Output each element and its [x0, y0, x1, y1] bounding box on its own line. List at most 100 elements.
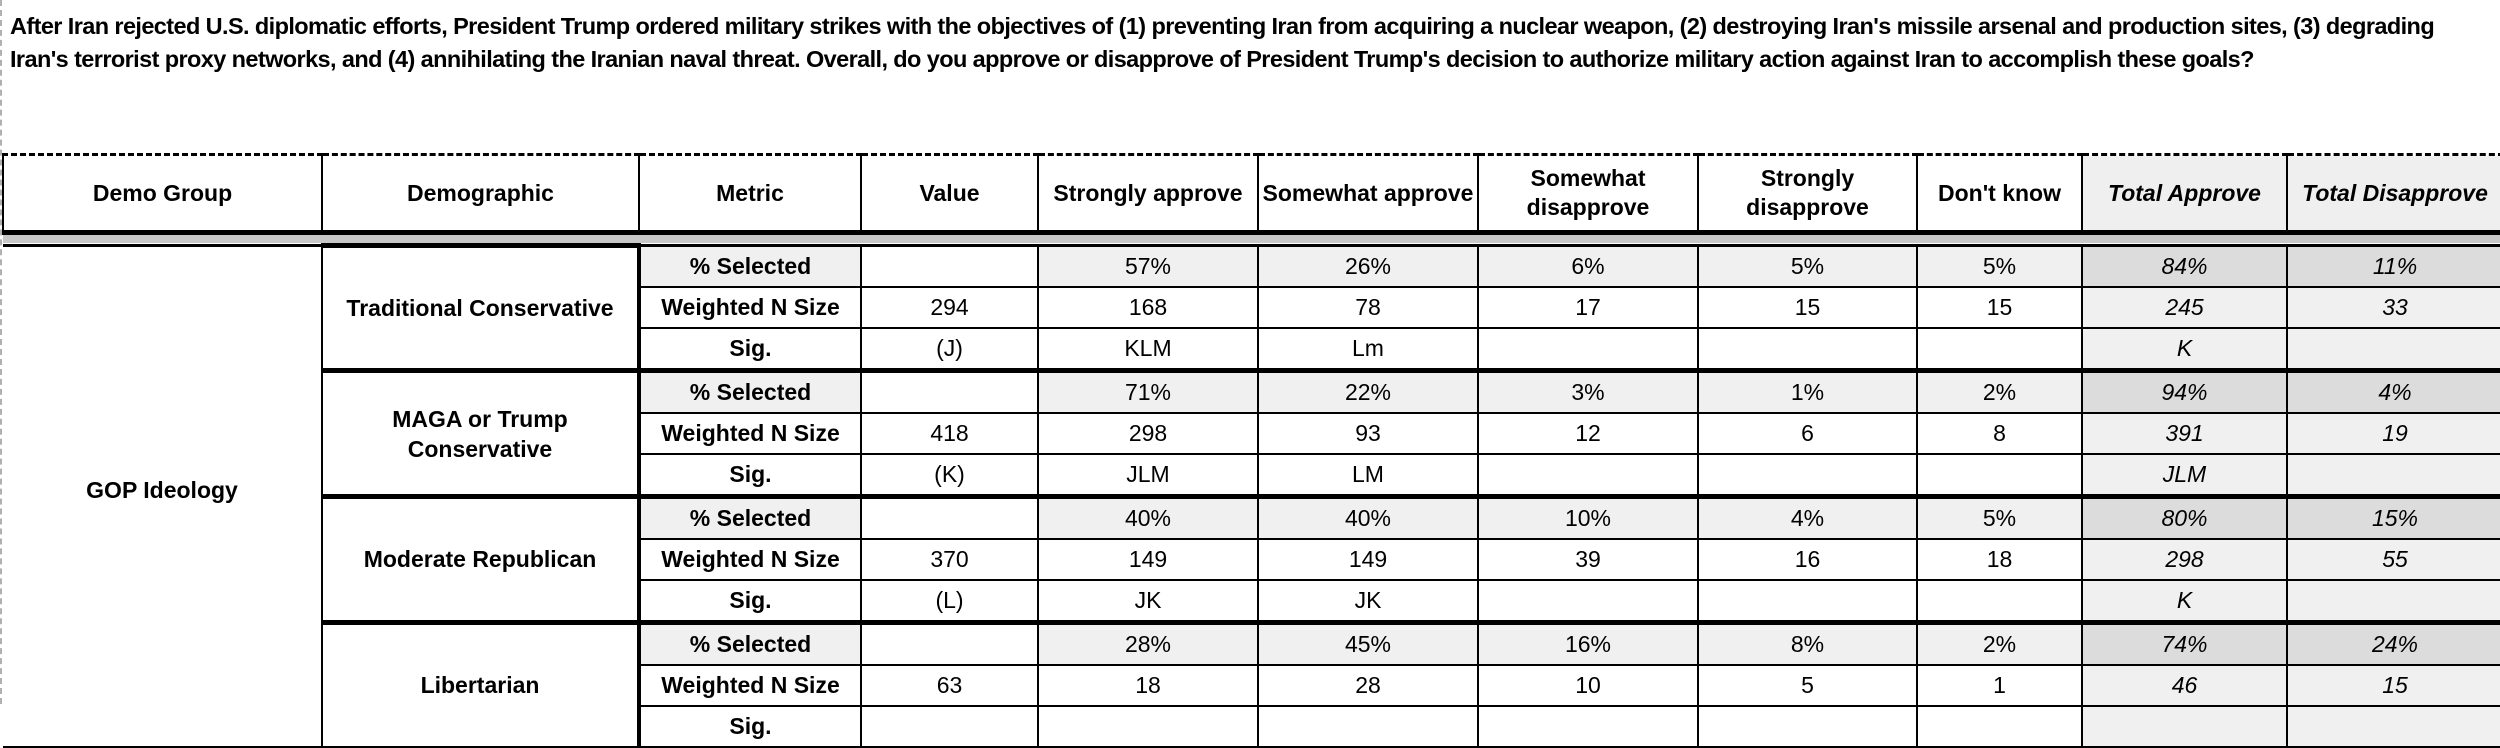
table-row: Weighted N Size 418 298 93 12 6 8 391 19	[3, 412, 2500, 455]
value-cell	[860, 620, 1039, 666]
metric-cell: % Selected	[638, 244, 862, 288]
column-header: Somewhat disapprove	[1477, 153, 1699, 234]
value-cell: 40%	[1037, 494, 1259, 540]
value-cell: JK	[1257, 579, 1479, 624]
value-cell: 8	[1916, 412, 2083, 455]
value-cell: JLM	[2081, 453, 2288, 498]
value-cell: (J)	[860, 327, 1039, 372]
value-cell: 15	[1916, 286, 2083, 329]
value-cell: 94%	[2081, 368, 2288, 414]
value-cell: 28	[1257, 664, 1479, 707]
value-cell: 63	[860, 664, 1039, 707]
value-cell: 24%	[2286, 620, 2500, 666]
value-cell: 2%	[1916, 368, 2083, 414]
value-cell: 149	[1257, 538, 1479, 581]
value-cell: 18	[1037, 664, 1259, 707]
metric-cell: % Selected	[638, 368, 862, 414]
value-cell: 46	[2081, 664, 2288, 707]
value-cell: 5%	[1916, 244, 2083, 288]
value-cell	[1477, 705, 1699, 748]
column-header: Total Disapprove	[2286, 153, 2500, 234]
value-cell: 298	[1037, 412, 1259, 455]
column-header: Strongly approve	[1037, 153, 1259, 234]
value-cell: 22%	[1257, 368, 1479, 414]
column-header: Total Approve	[2081, 153, 2288, 234]
value-cell	[1697, 579, 1918, 624]
demographic-cell: Traditional Conservative	[321, 243, 641, 372]
demo-group-cell: GOP Ideology	[3, 244, 323, 748]
value-cell: 39	[1477, 538, 1699, 581]
value-cell	[860, 494, 1039, 540]
value-cell: 11%	[2286, 244, 2500, 288]
value-cell: 15	[2286, 664, 2500, 707]
metric-cell: Weighted N Size	[638, 664, 862, 707]
value-cell: 93	[1257, 412, 1479, 455]
column-header: Metric	[638, 153, 862, 234]
value-cell	[1477, 579, 1699, 624]
value-cell: 15%	[2286, 494, 2500, 540]
value-cell: K	[2081, 327, 2288, 372]
value-cell	[2081, 705, 2288, 748]
value-cell	[1697, 327, 1918, 372]
value-cell	[860, 368, 1039, 414]
value-cell	[2286, 327, 2500, 372]
header-row: Demo Group Demographic Metric Value Strongly…	[2, 153, 2500, 234]
crosstab-table: Demo Group Demographic Metric Value Strongly…	[2, 153, 2500, 748]
demographic-cell: Moderate Republican	[321, 494, 641, 624]
value-cell: 5%	[1697, 244, 1918, 288]
value-cell	[1477, 453, 1699, 498]
value-cell: 418	[860, 412, 1039, 455]
value-cell: 391	[2081, 412, 2288, 455]
value-cell	[860, 705, 1039, 748]
metric-cell: Sig.	[638, 327, 862, 372]
value-cell	[1477, 327, 1699, 372]
value-cell: 84%	[2081, 244, 2288, 288]
value-cell: 149	[1037, 538, 1259, 581]
value-cell	[860, 244, 1039, 288]
value-cell: 294	[860, 286, 1039, 329]
column-header: Somewhat approve	[1257, 153, 1479, 234]
value-cell: 17	[1477, 286, 1699, 329]
metric-cell: Sig.	[638, 579, 862, 624]
value-cell: 1	[1916, 664, 2083, 707]
table-row: Weighted N Size 294 168 78 17 15 15 245 33	[3, 286, 2500, 329]
metric-cell: % Selected	[638, 620, 862, 666]
value-cell: 1%	[1697, 368, 1918, 414]
value-cell: KLM	[1037, 327, 1259, 372]
value-cell: 33	[2286, 286, 2500, 329]
value-cell: 40%	[1257, 494, 1479, 540]
value-cell: 370	[860, 538, 1039, 581]
value-cell: 12	[1477, 412, 1699, 455]
value-cell: (K)	[860, 453, 1039, 498]
value-cell: 45%	[1257, 620, 1479, 666]
column-header: Demographic	[321, 153, 640, 234]
value-cell: JK	[1037, 579, 1259, 624]
separator-band	[3, 231, 2500, 247]
metric-cell: Weighted N Size	[638, 286, 862, 329]
value-cell: 298	[2081, 538, 2288, 581]
separator	[3, 231, 2500, 247]
value-cell	[1916, 705, 2083, 748]
value-cell	[1916, 579, 2083, 624]
value-cell: 3%	[1477, 368, 1699, 414]
value-cell: 15	[1697, 286, 1918, 329]
value-cell	[2286, 453, 2500, 498]
table-row: Weighted N Size 370 149 149 39 16 18 298 55	[3, 538, 2500, 581]
value-cell: 16	[1697, 538, 1918, 581]
value-cell: 74%	[2081, 620, 2288, 666]
value-cell	[2286, 579, 2500, 624]
metric-cell: Weighted N Size	[638, 412, 862, 455]
value-cell: 18	[1916, 538, 2083, 581]
question-text: After Iran rejected U.S. diplomatic effo…	[10, 13, 2435, 72]
value-cell	[1916, 453, 2083, 498]
table-row: Libertarian% Selected 28% 45% 16% 8% 2% 74% 24%	[3, 620, 2500, 748]
value-cell: 19	[2286, 412, 2500, 455]
table-row: MAGA or Trump Conservative% Selected 71% 2…	[3, 368, 2500, 498]
value-cell: 6%	[1477, 244, 1699, 288]
value-cell: 245	[2081, 286, 2288, 329]
column-header: Strongly disapprove	[1697, 153, 1918, 234]
value-cell: 5	[1697, 664, 1918, 707]
value-cell	[1697, 705, 1918, 748]
metric-cell: Sig.	[638, 453, 862, 498]
value-cell: 4%	[2286, 368, 2500, 414]
